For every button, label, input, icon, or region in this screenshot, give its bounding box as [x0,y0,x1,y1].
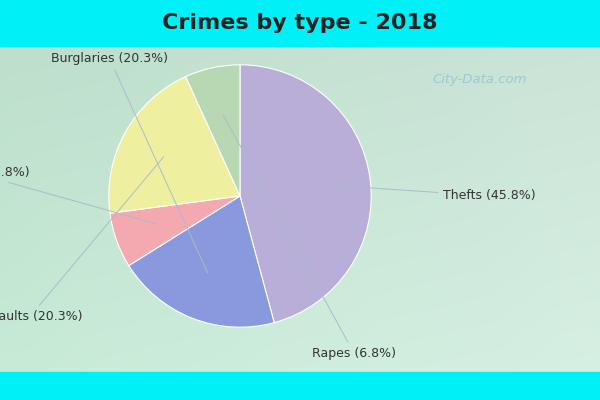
Wedge shape [110,196,240,266]
Text: Thefts (45.8%): Thefts (45.8%) [328,185,536,202]
Text: City-Data.com: City-Data.com [433,74,527,86]
Text: Assaults (20.3%): Assaults (20.3%) [0,157,164,323]
Text: Auto thefts (6.8%): Auto thefts (6.8%) [0,166,157,224]
Text: Crimes by type - 2018: Crimes by type - 2018 [162,13,438,33]
Wedge shape [109,76,240,213]
Wedge shape [185,65,240,196]
Text: Rapes (6.8%): Rapes (6.8%) [223,115,396,360]
Bar [0,0,600,46]
Bar [0,372,600,400]
Text: Burglaries (20.3%): Burglaries (20.3%) [51,52,208,273]
Wedge shape [240,65,371,323]
Wedge shape [129,196,274,327]
